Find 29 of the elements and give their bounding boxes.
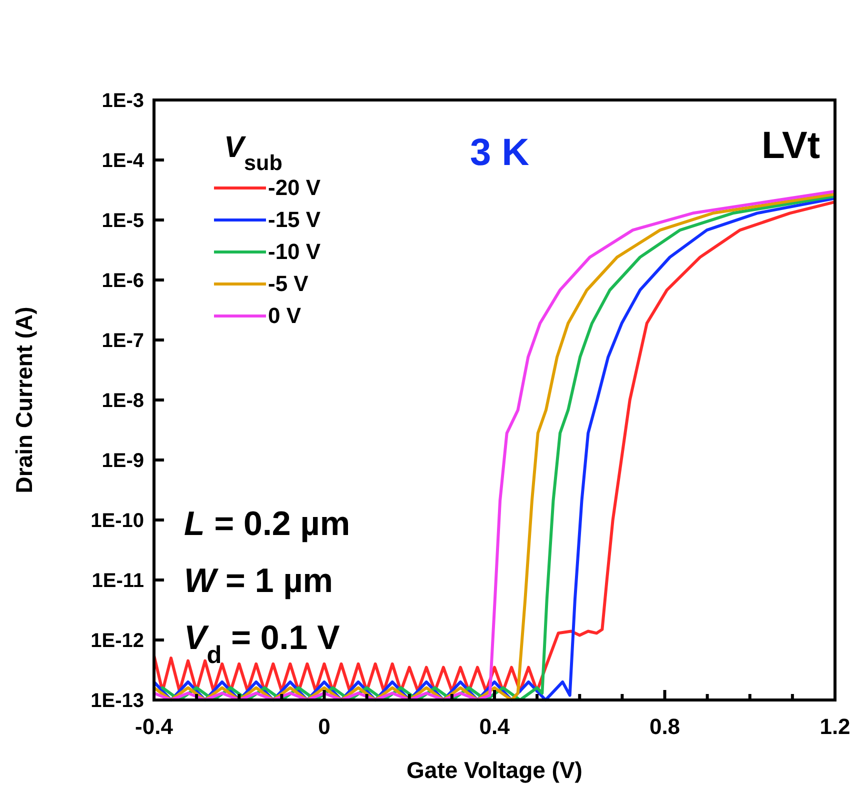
y-tick-label: 1E-13 xyxy=(90,690,144,712)
legend-label: -5 V xyxy=(268,271,309,296)
annotation: V$_{d}$ = 0.1 V xyxy=(184,619,340,668)
y-tick-label: 1E-6 xyxy=(102,270,144,292)
y-tick-label: 1E-4 xyxy=(102,150,145,172)
y-tick-label: 1E-7 xyxy=(102,330,144,352)
y-tick-label: 1E-8 xyxy=(102,390,144,412)
x-axis-title: Gate Voltage (V) xyxy=(406,757,582,783)
annotation: 3 K xyxy=(470,132,530,174)
x-tick-label: 1.2 xyxy=(820,714,850,739)
y-axis-title: Drain Current (A) xyxy=(11,306,37,494)
y-tick-label: 1E-10 xyxy=(90,510,144,532)
legend-label: -15 V xyxy=(268,207,321,232)
annotation: W = 1 µm xyxy=(184,562,334,600)
legend-label: -20 V xyxy=(268,175,321,200)
legend-label: -10 V xyxy=(268,239,321,264)
y-tick-label: 1E-3 xyxy=(102,90,144,112)
y-tick-label: 1E-5 xyxy=(102,210,144,232)
x-tick-label: 0.8 xyxy=(649,714,680,739)
x-tick-label: -0.4 xyxy=(135,714,174,739)
y-tick-label: 1E-11 xyxy=(92,570,144,592)
annotation: LVt xyxy=(762,125,820,167)
legend-title: V$_{sub}$ xyxy=(224,131,282,174)
x-tick-label: 0 xyxy=(318,714,330,739)
x-tick-label: 0.4 xyxy=(479,714,511,739)
y-tick-label: 1E-9 xyxy=(102,450,144,472)
legend-label: 0 V xyxy=(268,303,302,328)
annotation: L = 0.2 µm xyxy=(184,505,350,543)
y-tick-label: 1E-12 xyxy=(90,630,144,652)
